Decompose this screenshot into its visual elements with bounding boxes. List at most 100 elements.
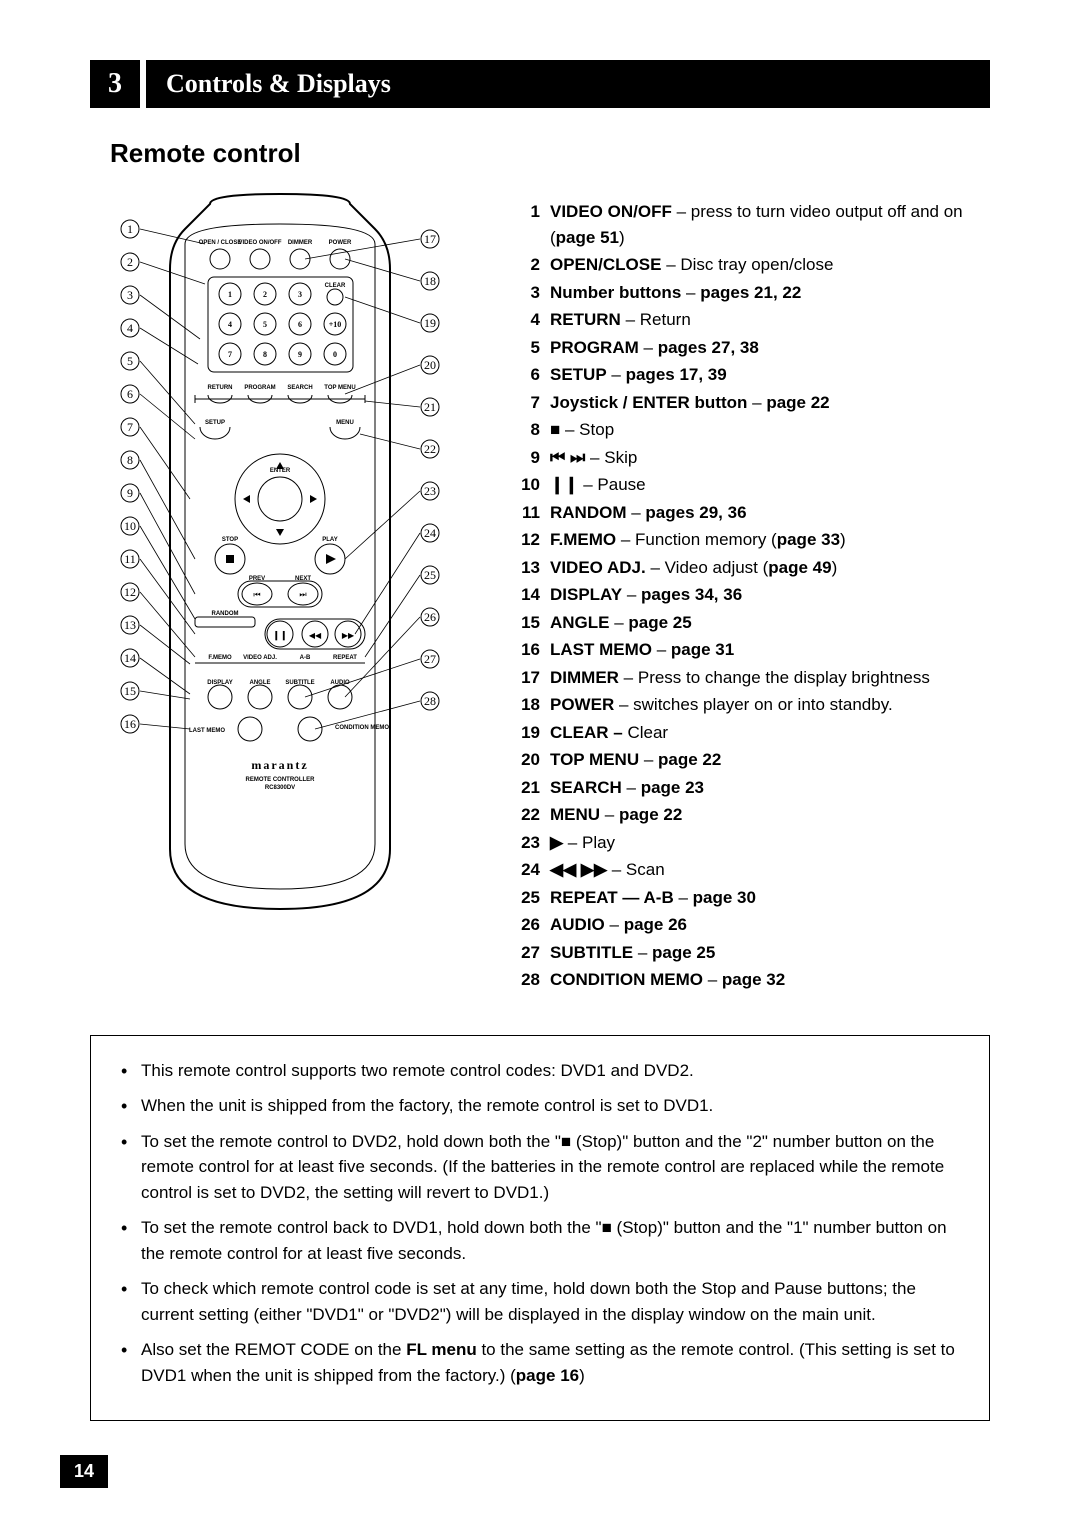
item-row: 5 PROGRAM – pages 27, 38 bbox=[510, 335, 990, 361]
item-number: 23 bbox=[510, 830, 540, 856]
chapter-number: 3 bbox=[90, 60, 140, 108]
item-number: 15 bbox=[510, 610, 540, 636]
item-text: POWER – switches player on or into stand… bbox=[550, 692, 990, 718]
svg-text:28: 28 bbox=[424, 694, 436, 708]
svg-text:19: 19 bbox=[424, 316, 436, 330]
svg-text:PROGRAM: PROGRAM bbox=[244, 385, 275, 391]
item-number: 25 bbox=[510, 885, 540, 911]
svg-text:8: 8 bbox=[127, 453, 133, 467]
svg-text:CONDITION MEMO: CONDITION MEMO bbox=[335, 725, 389, 731]
svg-text:TOP MENU: TOP MENU bbox=[324, 385, 355, 391]
item-row: 21 SEARCH – page 23 bbox=[510, 775, 990, 801]
page-number: 14 bbox=[60, 1455, 108, 1488]
svg-text:1: 1 bbox=[228, 290, 232, 299]
item-row: 12 F.MEMO – Function memory (page 33) bbox=[510, 527, 990, 553]
item-text: AUDIO – page 26 bbox=[550, 912, 990, 938]
item-row: 6 SETUP – pages 17, 39 bbox=[510, 362, 990, 388]
item-number: 12 bbox=[510, 527, 540, 553]
item-text: ANGLE – page 25 bbox=[550, 610, 990, 636]
svg-text:18: 18 bbox=[424, 274, 436, 288]
note-item: Also set the REMOT CODE on the FL menu t… bbox=[121, 1337, 959, 1388]
item-text: VIDEO ADJ. – Video adjust (page 49) bbox=[550, 555, 990, 581]
svg-text:10: 10 bbox=[124, 519, 136, 533]
item-text: REPEAT — A-B – page 30 bbox=[550, 885, 990, 911]
item-row: 20 TOP MENU – page 22 bbox=[510, 747, 990, 773]
svg-text:14: 14 bbox=[124, 651, 136, 665]
svg-text:SEARCH: SEARCH bbox=[287, 385, 312, 391]
item-row: 27 SUBTITLE – page 25 bbox=[510, 940, 990, 966]
item-row: 13 VIDEO ADJ. – Video adjust (page 49) bbox=[510, 555, 990, 581]
item-number: 13 bbox=[510, 555, 540, 581]
svg-text:▶▶: ▶▶ bbox=[342, 631, 355, 640]
svg-text:VIDEO ADJ.: VIDEO ADJ. bbox=[243, 655, 277, 661]
item-number: 18 bbox=[510, 692, 540, 718]
svg-text:5: 5 bbox=[127, 354, 133, 368]
svg-text:RETURN: RETURN bbox=[208, 385, 233, 391]
svg-text:8: 8 bbox=[263, 350, 267, 359]
svg-text:2: 2 bbox=[127, 255, 133, 269]
item-number: 21 bbox=[510, 775, 540, 801]
item-row: 8 ■ – Stop bbox=[510, 417, 990, 443]
svg-text:⏮: ⏮ bbox=[253, 590, 260, 599]
item-text: DIMMER – Press to change the display bri… bbox=[550, 665, 990, 691]
note-item: When the unit is shipped from the factor… bbox=[121, 1093, 959, 1119]
item-number: 3 bbox=[510, 280, 540, 306]
svg-text:3: 3 bbox=[298, 290, 302, 299]
svg-text:MENU: MENU bbox=[336, 420, 354, 426]
svg-text:23: 23 bbox=[424, 484, 436, 498]
item-row: 24 ◀◀ ▶▶ – Scan bbox=[510, 857, 990, 883]
item-text: MENU – page 22 bbox=[550, 802, 990, 828]
item-row: 16 LAST MEMO – page 31 bbox=[510, 637, 990, 663]
svg-text:OPEN / CLOSE: OPEN / CLOSE bbox=[199, 240, 242, 246]
svg-text:3: 3 bbox=[127, 288, 133, 302]
svg-text:5: 5 bbox=[263, 320, 267, 329]
note-item: This remote control supports two remote … bbox=[121, 1058, 959, 1084]
svg-text:F.MEMO: F.MEMO bbox=[208, 655, 232, 661]
item-row: 1 VIDEO ON/OFF – press to turn video out… bbox=[510, 199, 990, 250]
item-number: 8 bbox=[510, 417, 540, 443]
item-row: 11 RANDOM – pages 29, 36 bbox=[510, 500, 990, 526]
svg-text:27: 27 bbox=[424, 652, 436, 666]
svg-text:7: 7 bbox=[228, 350, 232, 359]
item-row: 10 ❙❙ – Pause bbox=[510, 472, 990, 498]
svg-text:13: 13 bbox=[124, 618, 136, 632]
svg-text:PLAY: PLAY bbox=[322, 537, 337, 543]
item-number: 10 bbox=[510, 472, 540, 498]
svg-text:9: 9 bbox=[127, 486, 133, 500]
item-number: 14 bbox=[510, 582, 540, 608]
item-text: TOP MENU – page 22 bbox=[550, 747, 990, 773]
svg-text:⏭: ⏭ bbox=[299, 590, 306, 599]
svg-text:1: 1 bbox=[127, 222, 133, 236]
item-row: 15 ANGLE – page 25 bbox=[510, 610, 990, 636]
item-text: ❙❙ – Pause bbox=[550, 472, 990, 498]
item-text: RETURN – Return bbox=[550, 307, 990, 333]
item-row: 4 RETURN – Return bbox=[510, 307, 990, 333]
item-text: Number buttons – pages 21, 22 bbox=[550, 280, 990, 306]
svg-text:DIMMER: DIMMER bbox=[288, 240, 313, 246]
svg-text:15: 15 bbox=[124, 684, 136, 698]
item-number: 9 bbox=[510, 445, 540, 471]
note-item: To set the remote control back to DVD1, … bbox=[121, 1215, 959, 1266]
svg-text:21: 21 bbox=[424, 400, 436, 414]
item-text: VIDEO ON/OFF – press to turn video outpu… bbox=[550, 199, 990, 250]
svg-text:12: 12 bbox=[124, 585, 136, 599]
item-number: 2 bbox=[510, 252, 540, 278]
item-number: 6 bbox=[510, 362, 540, 388]
svg-text:LAST MEMO: LAST MEMO bbox=[189, 728, 225, 734]
item-row: 25 REPEAT — A-B – page 30 bbox=[510, 885, 990, 911]
item-row: 23 ▶ – Play bbox=[510, 830, 990, 856]
svg-text:SETUP: SETUP bbox=[205, 420, 225, 426]
item-text: SUBTITLE – page 25 bbox=[550, 940, 990, 966]
item-text: ■ – Stop bbox=[550, 417, 990, 443]
svg-text:0: 0 bbox=[333, 350, 337, 359]
item-text: PROGRAM – pages 27, 38 bbox=[550, 335, 990, 361]
svg-text:+10: +10 bbox=[329, 320, 342, 329]
item-text: Joystick / ENTER button – page 22 bbox=[550, 390, 990, 416]
svg-text:11: 11 bbox=[124, 552, 136, 566]
svg-text:REMOTE CONTROLLER: REMOTE CONTROLLER bbox=[246, 777, 316, 783]
item-text: CONDITION MEMO – page 32 bbox=[550, 967, 990, 993]
item-number: 20 bbox=[510, 747, 540, 773]
item-number: 22 bbox=[510, 802, 540, 828]
svg-text:CLEAR: CLEAR bbox=[325, 283, 346, 289]
item-text: ▶ – Play bbox=[550, 830, 990, 856]
